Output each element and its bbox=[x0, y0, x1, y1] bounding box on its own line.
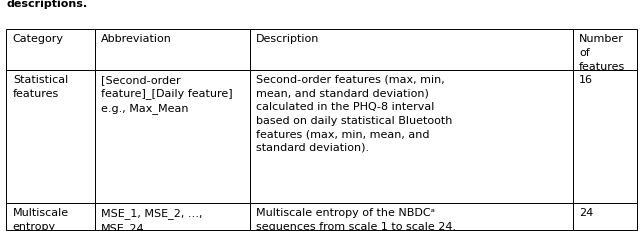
Text: Description: Description bbox=[256, 34, 319, 44]
Bar bbox=[573, 203, 637, 230]
Bar bbox=[95, 70, 250, 203]
Text: Abbreviation: Abbreviation bbox=[101, 34, 172, 44]
Text: MSE_1, MSE_2, …,
MSE_24: MSE_1, MSE_2, …, MSE_24 bbox=[101, 207, 203, 231]
Text: Multiscale entropy of the NBDCᵃ
sequences from scale 1 to scale 24.: Multiscale entropy of the NBDCᵃ sequence… bbox=[256, 207, 456, 231]
Text: Number
of
features: Number of features bbox=[579, 34, 625, 71]
Text: descriptions.: descriptions. bbox=[6, 0, 88, 9]
Bar bbox=[250, 30, 573, 70]
Text: 16: 16 bbox=[579, 75, 593, 85]
Bar bbox=[95, 30, 250, 70]
Text: Statistical
features: Statistical features bbox=[13, 75, 68, 98]
Bar bbox=[573, 30, 637, 70]
Bar bbox=[250, 70, 573, 203]
Bar bbox=[6, 203, 95, 230]
Bar bbox=[6, 70, 95, 203]
Text: 24: 24 bbox=[579, 207, 593, 217]
Text: Category: Category bbox=[13, 34, 64, 44]
Text: Multiscale
entropy: Multiscale entropy bbox=[13, 207, 69, 231]
Text: [Second-order
feature]_[Daily feature]
e.g., Max_Mean: [Second-order feature]_[Daily feature] e… bbox=[101, 75, 233, 113]
Text: Second-order features (max, min,
mean, and standard deviation)
calculated in the: Second-order features (max, min, mean, a… bbox=[256, 75, 452, 152]
Bar bbox=[6, 30, 95, 70]
Bar bbox=[95, 203, 250, 230]
Bar bbox=[573, 70, 637, 203]
Bar bbox=[250, 203, 573, 230]
